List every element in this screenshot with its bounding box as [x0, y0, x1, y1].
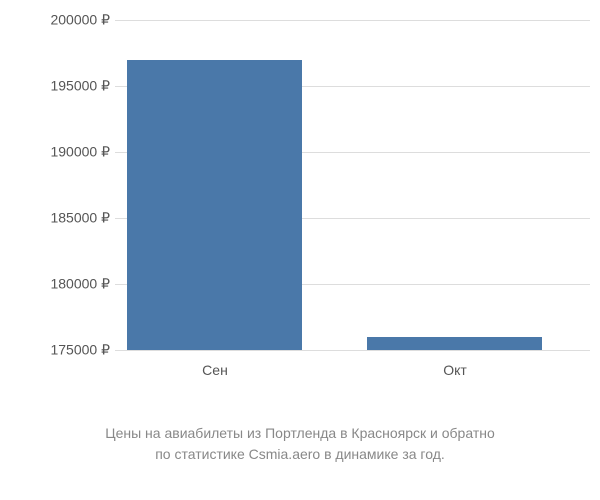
- y-tick-label: 195000 ₽: [20, 78, 110, 95]
- price-chart: 200000 ₽ 195000 ₽ 190000 ₽ 185000 ₽ 1800…: [20, 5, 590, 385]
- gridline: [115, 350, 590, 351]
- gridline: [115, 20, 590, 21]
- x-tick-label: Окт: [443, 362, 467, 378]
- chart-caption: Цены на авиабилеты из Портленда в Красно…: [0, 423, 600, 465]
- y-tick-label: 200000 ₽: [20, 12, 110, 29]
- y-tick-label: 185000 ₽: [20, 210, 110, 227]
- caption-line2: по статистике Csmia.aero в динамике за г…: [155, 446, 445, 462]
- bar-sep: [127, 60, 302, 350]
- bar-oct: [367, 337, 542, 350]
- plot-area: Сен Окт: [115, 20, 590, 350]
- y-tick-label: 190000 ₽: [20, 144, 110, 161]
- y-tick-label: 175000 ₽: [20, 342, 110, 359]
- caption-line1: Цены на авиабилеты из Портленда в Красно…: [105, 425, 495, 441]
- y-tick-label: 180000 ₽: [20, 276, 110, 293]
- x-tick-label: Сен: [202, 362, 228, 378]
